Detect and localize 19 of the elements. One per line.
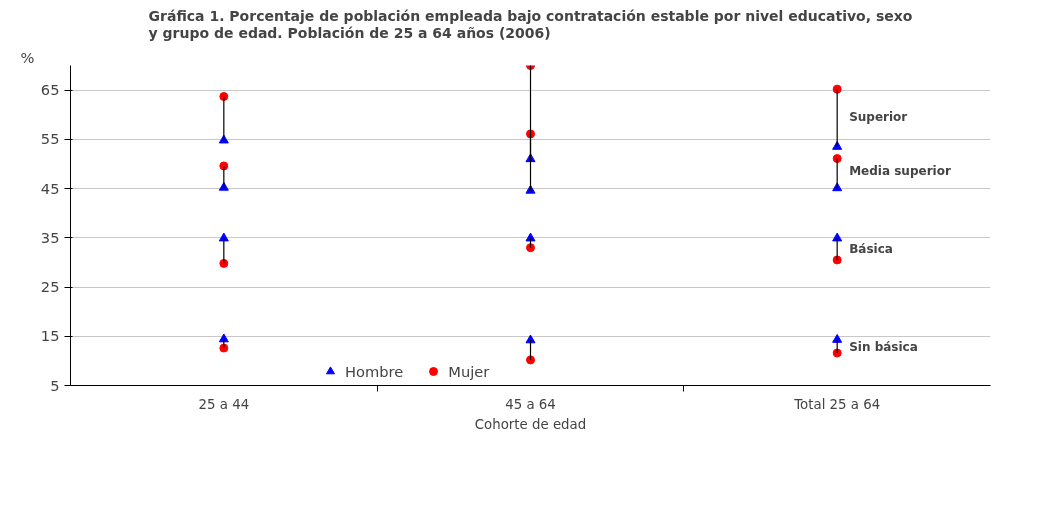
y-axis-title: %	[20, 48, 35, 66]
annotation: Media superior	[849, 164, 951, 179]
y-tick-label: 25	[40, 278, 60, 296]
y-tick-label: 5	[50, 376, 60, 394]
annotation: Superior	[849, 110, 908, 125]
annotation: Sin básica	[849, 340, 918, 355]
x-axis-title: Cohorte de edad	[474, 416, 587, 432]
annotation: Básica	[849, 241, 893, 256]
x-tick-label: 25 a 44	[198, 396, 250, 412]
y-tick-label: 15	[40, 327, 60, 345]
y-tick-label: 55	[40, 130, 60, 148]
legend-label: Hombre	[345, 362, 404, 380]
y-tick-label: 65	[40, 81, 60, 99]
y-tick-label: 45	[40, 179, 60, 197]
legend-label: Mujer	[448, 362, 490, 380]
x-tick-label: 45 a 64	[505, 396, 556, 412]
y-tick-label: 35	[40, 228, 60, 246]
chart-title: Gráfica 1. Porcentaje de población empleada bajo contratación estable por nivel educativo, sexo y grupo de edad. Población de 25 a 64 años (2006)	[148, 7, 913, 42]
x-tick-label: Total 25 a 64	[793, 396, 881, 412]
